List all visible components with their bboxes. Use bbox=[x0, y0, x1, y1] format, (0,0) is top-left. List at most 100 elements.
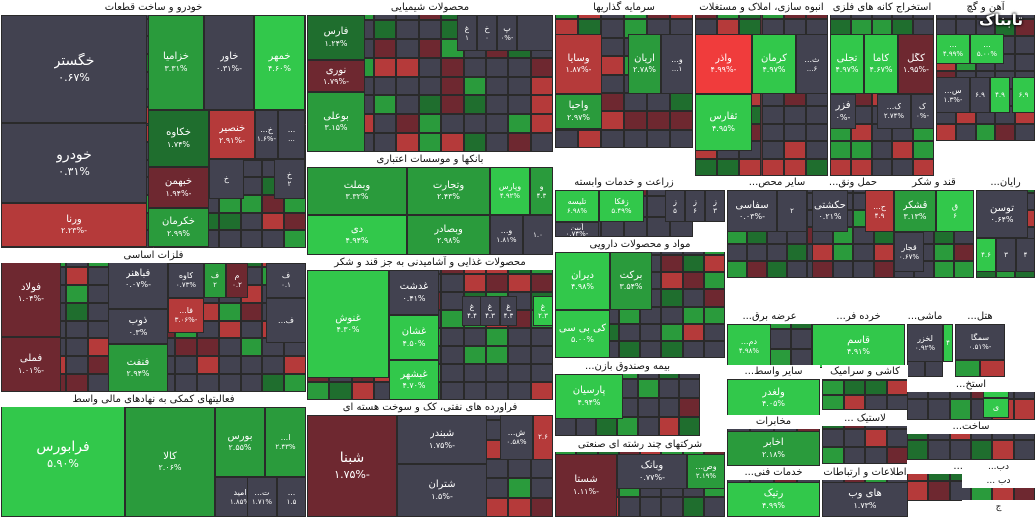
stock-tile-توسن-0[interactable]: توسن ۰.۶۴% bbox=[976, 190, 1028, 238]
stock-tile-شتران-2[interactable]: شتران -۱.۵% bbox=[397, 464, 487, 517]
stock-tile-...-6[interactable]: ... ۱.۵ bbox=[277, 477, 306, 517]
stock-tile-خبهمن-10[interactable]: خبهمن -۱.۹۴% bbox=[148, 167, 209, 208]
sector-header[interactable]: محصولات غذایی و آشامیدنی به جز قند و شکر bbox=[307, 256, 553, 270]
sector-header[interactable]: کاشی و سرامیک bbox=[822, 365, 908, 379]
stock-tile-کگل-2[interactable]: کگل -۱.۹۵% bbox=[898, 34, 934, 94]
stock-tile-تلیسه-0[interactable]: تلیسه ۶.۹۸% bbox=[555, 190, 599, 222]
stock-tile-خکرمان-13[interactable]: خکرمان ۲.۹۹% bbox=[148, 208, 209, 247]
stock-tile-قشکر-0[interactable]: قشکر ۳.۱۳% bbox=[894, 190, 936, 232]
stock-tile-زفکا-1[interactable]: زفکا ۵.۴۹% bbox=[599, 190, 644, 222]
stock-tile-خزامیا-3[interactable]: خزامیا ۳.۳۱% bbox=[148, 15, 204, 110]
stock-tile-tile-2[interactable]: ۳ bbox=[996, 238, 1016, 272]
stock-tile-وبصادر-5[interactable]: وبصادر ۲.۹۸% bbox=[407, 215, 490, 255]
stock-tile-فملی-1[interactable]: فملی -۱.۰۱% bbox=[1, 337, 61, 392]
stock-tile-غبشهر-3[interactable]: غبشهر ۴.۷۰% bbox=[389, 360, 439, 400]
stock-tile-دیران-0[interactable]: دیران ۴.۹۸% bbox=[555, 252, 610, 310]
stock-tile-پ-3[interactable]: پ -۰% bbox=[497, 15, 517, 51]
stock-tile-غشان-2[interactable]: غشان ۴.۵۰% bbox=[389, 315, 439, 360]
stock-tile-tile-3[interactable]: ۴ bbox=[1016, 238, 1035, 272]
stock-tile-وبانک-1[interactable]: وبانک -۰.۷۷% bbox=[617, 454, 687, 489]
stock-tile-tile-6[interactable] bbox=[517, 15, 553, 51]
stock-tile-ثفارس-3[interactable]: ثفارس ۴.۹۵% bbox=[695, 94, 752, 151]
stock-tile-شبندر-1[interactable]: شبندر -۱.۷۵% bbox=[397, 415, 487, 464]
stock-tile-و...-6[interactable]: و... ۱.۸۱% bbox=[490, 215, 523, 255]
stock-tile-ذوب-3[interactable]: ذوب ۰.۳% bbox=[108, 309, 168, 344]
stock-tile-tile-5[interactable]: ۶.۹ bbox=[1012, 77, 1035, 113]
sector-header[interactable]: دب... bbox=[962, 460, 1035, 474]
sector-header[interactable]: رایان... bbox=[976, 176, 1035, 190]
stock-tile-خودرو-1[interactable]: خودرو ۰.۳۱% bbox=[1, 123, 147, 203]
stock-tile-فا...-9[interactable]: فا... -۳.۰۶% bbox=[168, 298, 204, 333]
stock-tile-...-9[interactable]: ...... bbox=[278, 110, 305, 159]
stock-tile-سمگا-0[interactable]: سمگا -۰.۵۱% bbox=[955, 324, 1005, 360]
sector-header[interactable]: ساخت... bbox=[907, 420, 1035, 434]
stock-tile-ح...-1[interactable]: ح... ۴.۹ bbox=[865, 190, 894, 232]
sector-header[interactable]: لاستیک ... bbox=[822, 412, 908, 426]
stock-tile-ف-8[interactable]: ف ۰.۱ bbox=[266, 263, 306, 298]
stock-tile-شستا-0[interactable]: شستا -۱.۱۱% bbox=[555, 454, 617, 517]
sector-header[interactable]: سایر محص... bbox=[727, 176, 827, 190]
stock-tile-خکاوه-6[interactable]: خکاوه ۱.۷۴% bbox=[148, 110, 209, 167]
stock-tile-وبملت-0[interactable]: وبملت ۳.۳۲% bbox=[307, 167, 407, 215]
sector-header[interactable]: مخابرات bbox=[727, 415, 820, 429]
stock-tile-و...-2[interactable]: و... ۱... bbox=[661, 34, 693, 94]
stock-tile-وپارس-2[interactable]: وپارس ۴.۹۲% bbox=[490, 167, 530, 215]
sector-header[interactable]: انبوه سازی، املاک و مستغلات bbox=[695, 1, 828, 15]
stock-tile-وسایا-0[interactable]: وسایا -۱.۸۷% bbox=[555, 34, 602, 94]
stock-tile-خگستر-0[interactable]: خگستر ۰.۶۷% bbox=[1, 15, 147, 123]
stock-tile-tile-4[interactable]: ۲.۶ bbox=[533, 415, 553, 460]
stock-tile-کاما-1[interactable]: کاما ۴.۶۷% bbox=[864, 34, 898, 94]
stock-tile-ا...-3[interactable]: ا... ۲.۴۳% bbox=[265, 407, 306, 477]
stock-tile-برکت-1[interactable]: برکت ۳.۵۴% bbox=[610, 252, 652, 310]
sector-header[interactable]: بیمه وصندوق بازن... bbox=[555, 360, 700, 374]
stock-tile-غدشت-1[interactable]: غدشت ۰.۴۱% bbox=[389, 270, 439, 315]
sector-header[interactable]: استخ... bbox=[907, 378, 1035, 392]
stock-tile-دم...-0[interactable]: دم... ۴.۹۸% bbox=[727, 324, 771, 368]
sector-header[interactable]: حمل ونق... bbox=[812, 176, 894, 190]
sector-header[interactable]: زراعت و خدمات وابسته bbox=[555, 176, 693, 190]
sector-header[interactable]: شرکتهای چند رشته ای صنعتی bbox=[555, 438, 725, 452]
sector-header[interactable]: خرده فر... bbox=[812, 310, 905, 324]
stock-tile-ک...-4[interactable]: ک... ۲.۷۴% bbox=[877, 94, 911, 129]
stock-tile-tile-1[interactable]: ۴ bbox=[943, 324, 953, 362]
sector-header[interactable]: استخراج کانه های فلزی bbox=[830, 1, 934, 15]
stock-tile-پارسیان-0[interactable]: پارسیان ۴.۹۴% bbox=[555, 374, 623, 419]
stock-tile-ث...-2[interactable]: ث... ۶... bbox=[796, 34, 828, 94]
stock-tile-خاور-4[interactable]: خاور -۰.۳۱% bbox=[204, 15, 254, 110]
sector-header[interactable]: سایر واسط... bbox=[727, 365, 820, 379]
stock-tile-...-0[interactable]: ... ۴.۹۹% bbox=[936, 34, 970, 64]
stock-tile-خمهر-5[interactable]: خمهر ۴.۶۰% bbox=[254, 15, 305, 110]
stock-tile-فارس-0[interactable]: فارس ۱.۲۴% bbox=[307, 15, 365, 60]
stock-tile-فزر-3[interactable]: فزر -۰% bbox=[830, 94, 856, 129]
stock-tile-کی-بی-سی-2[interactable]: کی بی سی ۵.۰۰% bbox=[555, 310, 610, 358]
stock-tile-tile-3[interactable]: ۶.۹ bbox=[970, 77, 990, 113]
stock-tile-فولاد-0[interactable]: فولاد -۱.۰۴% bbox=[1, 249, 61, 337]
stock-tile-...-1[interactable]: ... ۵.۰۰% bbox=[970, 34, 1004, 64]
stock-tile-ت...-5[interactable]: ت... ۱.۷۱% bbox=[247, 477, 277, 517]
stock-tile-tile-4[interactable]: ۴.۹ bbox=[990, 77, 1010, 113]
sector-header[interactable]: خودرو و ساخت قطعات bbox=[1, 1, 306, 15]
sector-header[interactable]: بانکها و موسسات اعتباری bbox=[307, 153, 553, 167]
sector-header[interactable]: ماشی... bbox=[907, 310, 943, 324]
stock-tile-دی-4[interactable]: دی ۴.۹۴% bbox=[307, 215, 407, 255]
stock-tile-خ-11[interactable]: خ bbox=[209, 159, 244, 199]
stock-tile-tile-1[interactable]: ۲ bbox=[777, 190, 807, 232]
stock-tile-وص...-2[interactable]: وص... ۲.۱۹% bbox=[687, 454, 725, 489]
stock-tile-کرمان-1[interactable]: کرمان ۴.۹۷% bbox=[752, 34, 796, 94]
stock-tile-خنصیر-7[interactable]: خنصیر -۲.۹۱% bbox=[209, 110, 255, 159]
stock-tile-کاوه-5[interactable]: کاوه ۰.۷۳% bbox=[168, 263, 204, 298]
stock-tile-آریان-1[interactable]: آریان ۲.۷۸% bbox=[628, 34, 661, 94]
stock-tile-خ...-8[interactable]: خ... -۱.۶% bbox=[255, 110, 278, 159]
stock-tile-غ-7[interactable]: غ ۲.۳ bbox=[533, 296, 553, 326]
sector-header[interactable]: دب ... bbox=[962, 474, 1035, 488]
stock-tile-اخابر-0[interactable]: اخابر ۲.۱۸% bbox=[727, 431, 820, 466]
sector-header[interactable]: عرضه برق... bbox=[727, 310, 812, 324]
sector-header[interactable]: ج bbox=[962, 500, 1035, 517]
stock-tile-tile-7[interactable]: ۱.۰ bbox=[523, 215, 553, 255]
sector-header[interactable]: سرمایه گذاریها bbox=[555, 1, 693, 15]
